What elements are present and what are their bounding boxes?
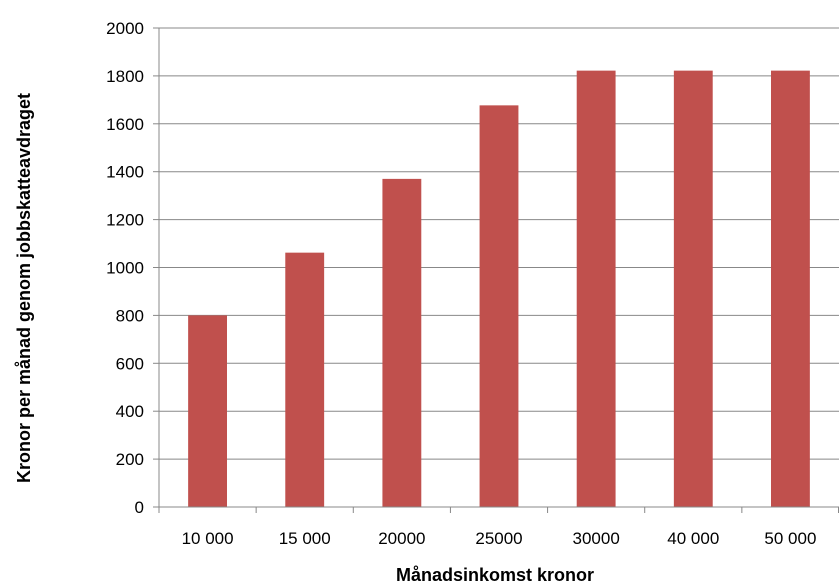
bar-20000 (382, 178, 422, 507)
y-tick-label-2000: 2000 (106, 19, 144, 38)
axes (153, 27, 839, 513)
x-tick-label-50000: 50 000 (764, 529, 816, 548)
x-tick-labels: 10 000 15 000 20000 25000 30000 40 000 50 000 (182, 529, 817, 548)
x-tick-label-20000: 20000 (378, 529, 425, 548)
bar-25000 (479, 105, 519, 508)
y-tick-label-0: 0 (135, 498, 144, 517)
bar-30000 (576, 70, 616, 508)
bar-40000 (673, 70, 713, 508)
x-tick-label-40000: 40 000 (667, 529, 719, 548)
x-axis-title: Månadsinkomst kronor (396, 565, 594, 585)
y-tick-label-1600: 1600 (106, 115, 144, 134)
y-tick-label-1800: 1800 (106, 67, 144, 86)
y-tick-label-800: 800 (116, 306, 144, 325)
y-tick-label-1400: 1400 (106, 163, 144, 182)
x-tick-label-25000: 25000 (475, 529, 522, 548)
y-tick-label-200: 200 (116, 450, 144, 469)
bar-50000 (771, 70, 810, 508)
y-tick-label-1200: 1200 (106, 211, 144, 230)
bar-10000 (188, 315, 227, 507)
x-tick-label-15000: 15 000 (279, 529, 331, 548)
bars (188, 70, 810, 508)
y-tick-label-1000: 1000 (106, 259, 144, 278)
bar-15000 (285, 252, 325, 507)
y-tick-label-600: 600 (116, 354, 144, 373)
y-tick-labels: 0 200 400 600 800 1000 1200 1400 1600 1800 2000 (106, 19, 144, 517)
y-tick-label-400: 400 (116, 402, 144, 421)
x-tick-label-30000: 30000 (573, 529, 620, 548)
y-axis-title: Kronor per månad genom jobbskatteavdrage… (14, 93, 34, 483)
x-tick-label-10000: 10 000 (182, 529, 234, 548)
